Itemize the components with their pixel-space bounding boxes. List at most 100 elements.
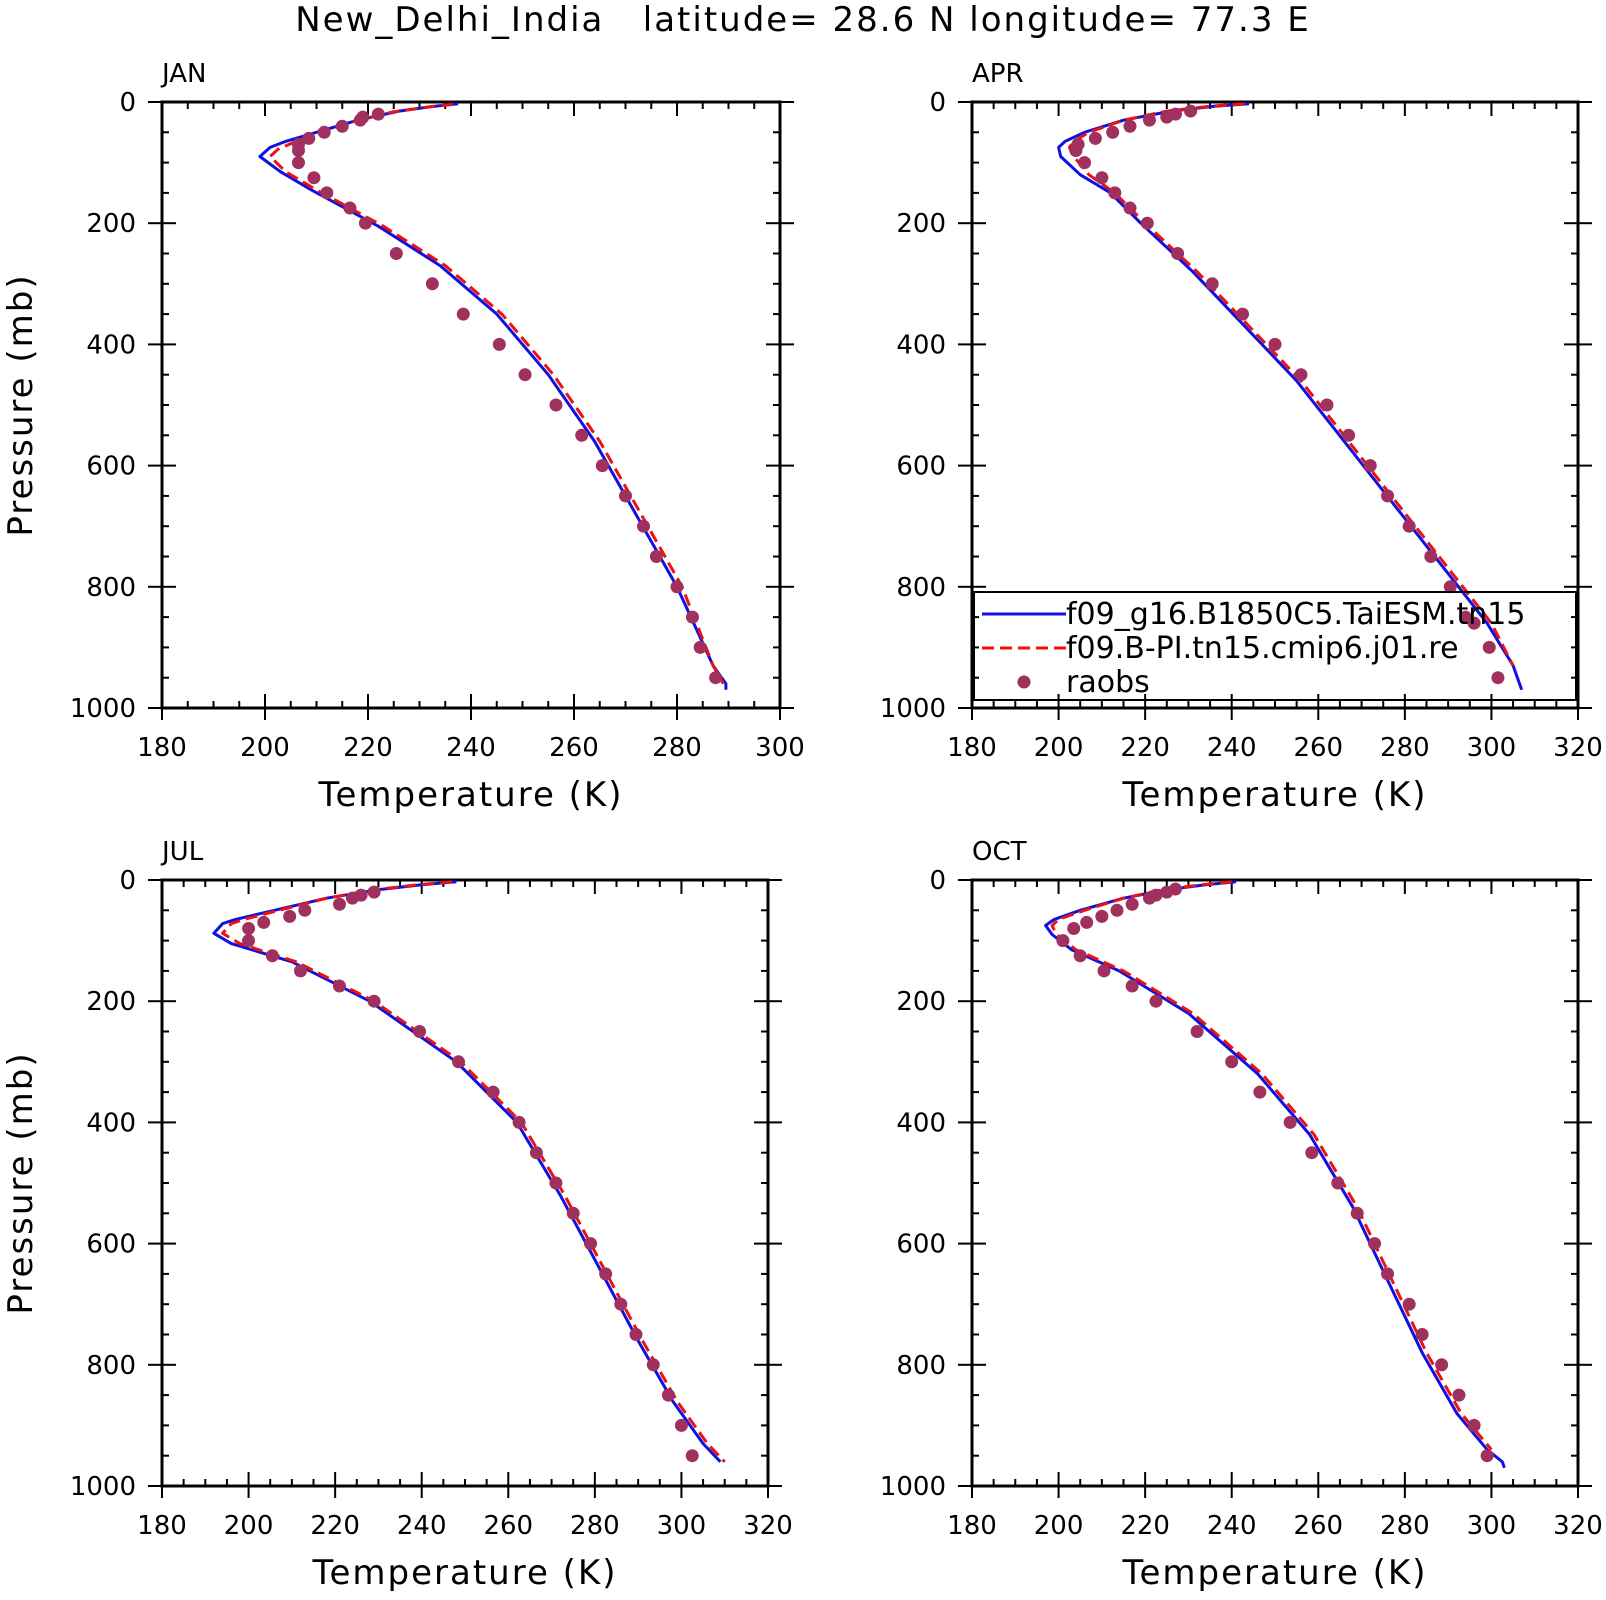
raobs-marker bbox=[1467, 616, 1481, 630]
raobs-marker bbox=[294, 964, 308, 978]
y-tick-label: 400 bbox=[86, 1108, 136, 1138]
cmip6-line bbox=[1050, 880, 1493, 1451]
plot-frame bbox=[160, 878, 770, 1488]
raobs-marker bbox=[1283, 1115, 1297, 1129]
raobs-marker bbox=[1125, 979, 1139, 993]
panel-label: OCT bbox=[972, 837, 1027, 867]
x-tick-label: 280 bbox=[570, 1511, 620, 1541]
raobs-marker bbox=[1123, 119, 1137, 133]
y-tick-label: 1000 bbox=[70, 1472, 136, 1502]
raobs-marker bbox=[709, 671, 723, 685]
raobs-marker bbox=[1294, 368, 1308, 382]
y-axis-title: Pressure (mb) bbox=[1, 273, 41, 536]
raobs-marker bbox=[302, 131, 316, 145]
raobs-marker bbox=[637, 519, 651, 533]
raobs-marker bbox=[283, 909, 297, 923]
raobs-marker bbox=[1095, 909, 1109, 923]
raobs-marker bbox=[1452, 1388, 1466, 1402]
raobs-marker bbox=[1160, 885, 1174, 899]
legend-entry-label: f09.B-PI.tn15.cmip6.j01.re bbox=[1066, 631, 1459, 666]
raobs-marker bbox=[1067, 921, 1081, 935]
raobs-marker bbox=[367, 994, 381, 1008]
x-tick-label: 320 bbox=[1553, 733, 1603, 763]
y-tick-label: 800 bbox=[86, 1351, 136, 1381]
raobs-marker bbox=[343, 201, 357, 215]
raobs-marker bbox=[291, 156, 305, 170]
x-axis-title: Temperature (K) bbox=[311, 1553, 617, 1593]
y-tick-label: 1000 bbox=[880, 1472, 946, 1502]
raobs-marker bbox=[307, 171, 321, 185]
raobs-marker bbox=[1402, 519, 1416, 533]
x-tick-label: 220 bbox=[1120, 1511, 1170, 1541]
panel-oct: 180 200 220 240 260 280 300 320 0 200 400 600 800 100… bbox=[880, 837, 1603, 1593]
x-tick-label: 180 bbox=[137, 1511, 187, 1541]
raobs-marker bbox=[413, 1025, 427, 1038]
y-tick-label: 1000 bbox=[70, 694, 136, 724]
raobs-marker bbox=[1268, 337, 1282, 351]
x-tick-label: 280 bbox=[652, 733, 702, 763]
cmip6-line bbox=[221, 880, 726, 1463]
raobs-marker bbox=[693, 640, 707, 654]
raobs-marker bbox=[1402, 1297, 1416, 1311]
raobs-marker bbox=[1482, 640, 1496, 654]
x-tick-label: 300 bbox=[755, 733, 805, 763]
cmip6-line bbox=[1067, 102, 1515, 667]
y-tick-label: 0 bbox=[119, 88, 136, 118]
x-tick-label: 280 bbox=[1380, 1511, 1430, 1541]
x-tick-label: 180 bbox=[947, 733, 997, 763]
x-tick-label: 200 bbox=[224, 1511, 274, 1541]
x-tick-label: 280 bbox=[1380, 733, 1430, 763]
y-tick-label: 400 bbox=[86, 330, 136, 360]
raobs-marker bbox=[1467, 1418, 1481, 1432]
y-tick-label: 600 bbox=[896, 452, 946, 482]
panel-jul: 180 200 220 240 260 280 300 320 0 200 400 600 800 100… bbox=[1, 837, 793, 1593]
raobs-marker bbox=[1095, 171, 1109, 185]
raobs-marker bbox=[1108, 186, 1122, 200]
x-tick-label: 240 bbox=[1207, 733, 1257, 763]
raobs-marker bbox=[685, 1449, 699, 1463]
x-axis-title: Temperature (K) bbox=[317, 775, 623, 815]
raobs-marker bbox=[1142, 113, 1156, 127]
raobs-marker bbox=[1331, 1176, 1345, 1190]
raobs-marker bbox=[332, 979, 346, 993]
cmip6-line bbox=[268, 102, 725, 685]
raobs-marker bbox=[265, 949, 279, 963]
raobs-marker bbox=[456, 307, 470, 321]
raobs-marker bbox=[1078, 156, 1092, 170]
panel-jan: 180 200 220 240 260 280 300 0 200 400 600 800 1000 Te… bbox=[1, 59, 805, 815]
raobs-marker bbox=[320, 186, 334, 200]
raobs-marker bbox=[1184, 104, 1198, 118]
y-tick-label: 600 bbox=[86, 1230, 136, 1260]
raobs-marker bbox=[518, 368, 532, 382]
raobs-marker bbox=[371, 107, 385, 121]
raobs-marker bbox=[1088, 131, 1102, 145]
figure-title: New_Delhi_India latitude= 28.6 N longitu… bbox=[295, 0, 1311, 40]
x-axis-title: Temperature (K) bbox=[1121, 1553, 1427, 1593]
raobs-marker bbox=[425, 277, 439, 291]
raobs-marker bbox=[1106, 125, 1120, 139]
raobs-marker bbox=[1205, 277, 1219, 291]
raobs-marker bbox=[1160, 110, 1174, 124]
y-tick-label: 1000 bbox=[880, 694, 946, 724]
raobs-marker bbox=[1381, 1267, 1395, 1281]
y-tick-label: 400 bbox=[896, 1108, 946, 1138]
y-tick-label: 600 bbox=[86, 452, 136, 482]
raobs-marker bbox=[242, 921, 256, 935]
raobs-marker bbox=[1368, 1237, 1382, 1251]
raobs-marker bbox=[1123, 201, 1137, 215]
legend-box bbox=[973, 591, 1577, 701]
panel-label: JAN bbox=[160, 59, 206, 89]
raobs-marker bbox=[1342, 428, 1356, 442]
raobs-marker bbox=[335, 119, 349, 133]
x-tick-label: 220 bbox=[343, 733, 393, 763]
raobs-marker bbox=[1125, 897, 1139, 911]
raobs-marker bbox=[486, 1085, 500, 1099]
raobs-marker bbox=[1253, 1085, 1267, 1099]
x-tick-label: 260 bbox=[1293, 1511, 1343, 1541]
raobs-marker bbox=[674, 1418, 688, 1432]
raobs-marker bbox=[575, 428, 589, 442]
raobs-marker bbox=[242, 934, 256, 948]
raobs-marker bbox=[353, 113, 367, 127]
raobs-marker bbox=[670, 580, 684, 594]
raobs-marker bbox=[584, 1237, 598, 1251]
